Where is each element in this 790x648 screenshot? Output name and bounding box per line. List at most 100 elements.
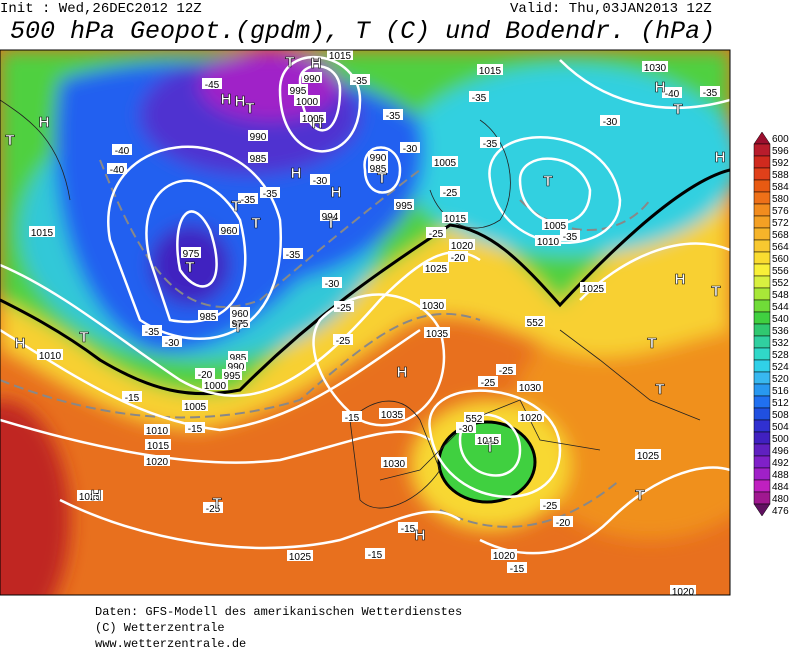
contour-label: 990 (250, 132, 267, 143)
contour-label-box (480, 137, 500, 148)
pressure-center: H (655, 79, 666, 96)
contour-label-box (507, 562, 527, 573)
contour-label: 985 (230, 353, 247, 364)
footer-line: www.wetterzentrale.de (95, 637, 246, 648)
contour-label-box (260, 187, 280, 198)
contour-label: -35 (145, 327, 160, 338)
contour-label-box (288, 84, 308, 95)
contour-label-box (112, 144, 132, 155)
scale-label: 536 (772, 326, 789, 337)
pressure-center: T (655, 381, 664, 398)
contour-label-box (365, 548, 385, 559)
pressure-center: T (485, 439, 494, 456)
contour-label-box (334, 301, 354, 312)
scale-cell (753, 203, 771, 217)
scale-cell (753, 227, 771, 241)
scale-cell (753, 335, 771, 349)
contour-label: 1025 (425, 264, 448, 275)
contour-label: 1030 (383, 459, 406, 470)
contour-label-box (238, 193, 258, 204)
contour-label-box (426, 227, 446, 238)
contour-label-box (202, 78, 222, 89)
pressure-center: T (377, 170, 386, 187)
contour-label-box (642, 61, 668, 72)
contour-label: 1025 (582, 284, 605, 295)
contour-label: 990 (370, 153, 387, 164)
contour-label: 990 (304, 74, 321, 85)
pressure-center: H (39, 114, 50, 131)
contour-label: 994 (322, 212, 339, 223)
contour-label-box (383, 109, 403, 120)
pressure-center: H (235, 93, 246, 110)
scale-label: 488 (772, 470, 789, 481)
contour-label: 985 (370, 164, 387, 175)
contour-label-box (181, 247, 201, 258)
pressure-center: T (251, 215, 260, 232)
contour-label-box (185, 422, 205, 433)
scale-label: 496 (772, 446, 789, 457)
contour-label-box (496, 364, 516, 375)
scale-cell (753, 251, 771, 265)
pressure-center: H (312, 115, 323, 132)
contour-label: -25 (543, 501, 558, 512)
contour-label-box (350, 74, 370, 85)
contour-label: -30 (325, 279, 340, 290)
contour-label: -25 (337, 303, 352, 314)
scale-label: 588 (772, 170, 789, 181)
contour-label-box (228, 351, 248, 362)
contour-label: -40 (665, 89, 680, 100)
contour-label: -35 (472, 93, 487, 104)
pressure-center: H (311, 55, 322, 72)
contour-label-box (635, 449, 661, 460)
contour-label-box (294, 95, 320, 106)
scale-cell (753, 479, 771, 493)
contour-label: -35 (386, 111, 401, 122)
contour-label: -15 (188, 424, 203, 435)
pressure-center: T (5, 132, 14, 149)
contour-label: -25 (336, 336, 351, 347)
contour-label: 975 (232, 319, 249, 330)
contour-label-box (287, 550, 313, 561)
pressure-center: T (647, 335, 656, 352)
contour-label-box (145, 439, 171, 450)
contour-label: 1020 (672, 587, 695, 598)
contour-label: -35 (286, 250, 301, 261)
scale-cell (753, 131, 771, 145)
scale-cell (753, 503, 771, 517)
scale-cell (753, 347, 771, 361)
contour-label-box (144, 424, 170, 435)
contour-label: 1035 (381, 410, 404, 421)
contour-label: -20 (556, 518, 571, 529)
contour-label-box (142, 325, 162, 336)
contour-label-box (342, 411, 362, 422)
pressure-center: T (635, 487, 644, 504)
contour-label-box (394, 199, 414, 210)
scale-label: 580 (772, 194, 789, 205)
contour-label: -25 (499, 366, 514, 377)
contour-label: 1000 (204, 381, 227, 392)
scale-label: 476 (772, 506, 789, 517)
scale-cell (753, 311, 771, 325)
contour-label-box (322, 277, 342, 288)
init-time: Init : Wed,26DEC2012 12Z (0, 1, 202, 17)
contour-label: 1020 (493, 551, 516, 562)
scale-label: 540 (772, 314, 789, 325)
contour-label: -25 (206, 504, 221, 515)
scale-label: 528 (772, 350, 789, 361)
contour-label-box (525, 316, 545, 327)
contour-label-box (381, 457, 407, 468)
contour-label-box (302, 72, 322, 83)
contour-label-box (700, 86, 720, 97)
contour-label-box (195, 368, 215, 379)
contour-label-box (29, 226, 55, 237)
contour-label-box (491, 549, 517, 560)
contour-label-box (37, 349, 63, 360)
scale-cell (753, 239, 771, 253)
contour-label-box (456, 422, 476, 433)
contour-label: 1020 (451, 241, 474, 252)
pressure-center: H (331, 184, 342, 201)
scale-label: 564 (772, 242, 789, 253)
color-scale: 6005965925885845805765725685645605565525… (753, 131, 789, 517)
contour-label: -25 (443, 188, 458, 199)
